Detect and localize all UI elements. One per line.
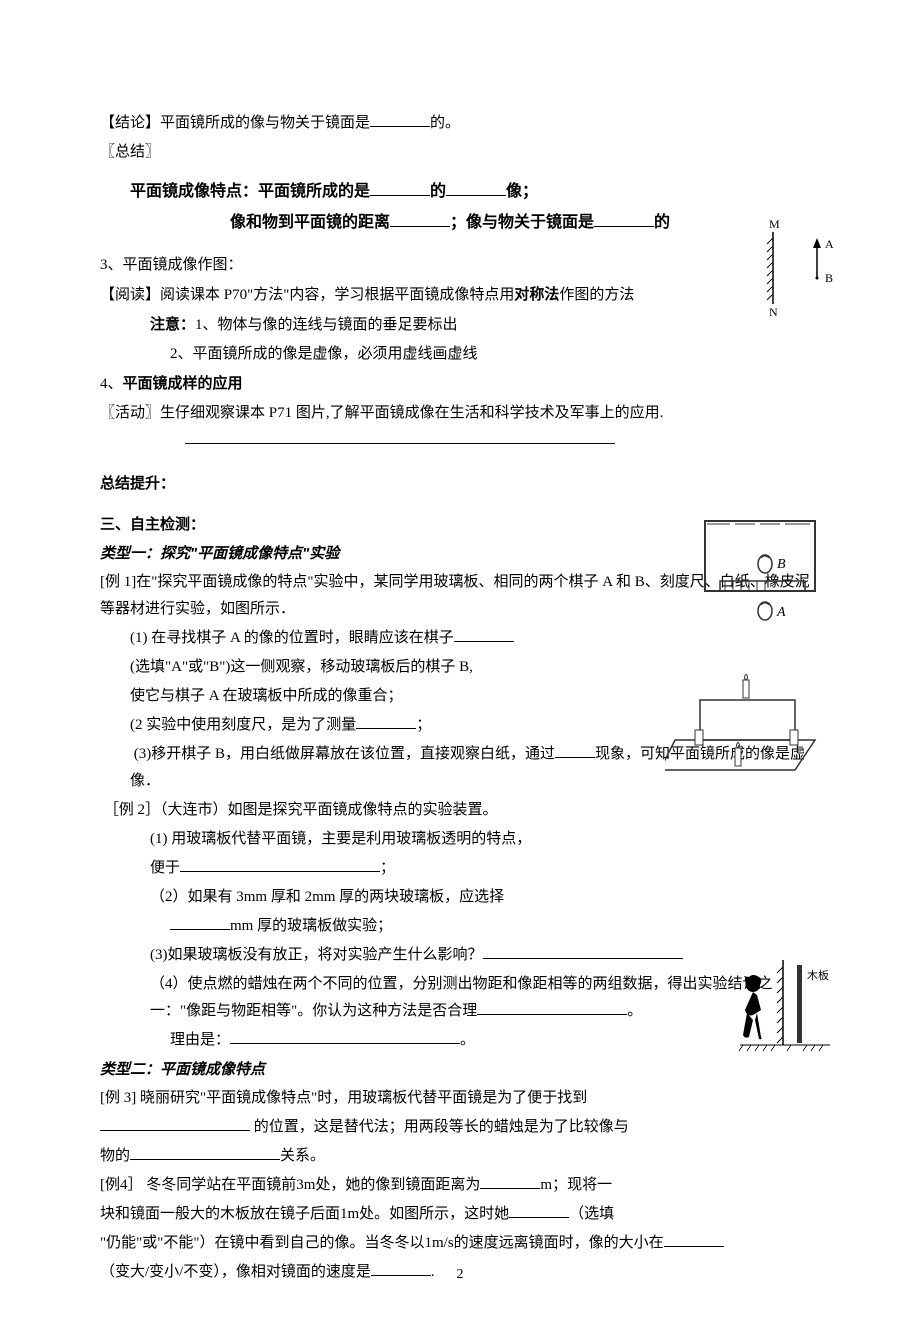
label-n: N — [769, 305, 778, 318]
underline — [185, 443, 615, 444]
blank — [370, 181, 430, 196]
sec3-title: 3、平面镜成像作图： — [100, 252, 820, 279]
summary-label: 〖总结〗 — [100, 139, 820, 166]
blank — [454, 627, 514, 642]
label-a: A — [825, 237, 834, 251]
blank — [480, 1174, 540, 1189]
summary-line1: 平面镜成像特点：平面镜所成的是的像； — [100, 178, 820, 207]
ex4-3: "仍能"或"不能"）在镜中看到自己的像。当冬冬以1m/s的速度远离镜面时，像的大… — [100, 1230, 820, 1257]
ex4: [例4］ 冬冬同学站在平面镜前3m处，她的像到镜面距离为m；现将一 — [100, 1172, 820, 1199]
mirror-diagram: M N A B — [755, 218, 835, 318]
page-number: 2 — [457, 1262, 464, 1287]
blank — [664, 1232, 724, 1247]
upgrade-title: 总结提升： — [100, 470, 820, 497]
blank — [390, 212, 450, 227]
ex1-q1: (1) 在寻找棋子 A 的像的位置时，眼睛应该在棋子 — [100, 625, 820, 652]
ex2-q2: （2）如果有 3mm 厚和 2mm 厚的两块玻璃板，应选择 — [100, 884, 820, 911]
label-m: M — [769, 218, 780, 231]
blank — [483, 944, 683, 959]
conclusion-label: 【结论】 — [100, 115, 160, 131]
sec3-note2: 2、平面镜所成的像是虚像，必须用虚线画虚线 — [100, 341, 820, 368]
blank — [230, 1029, 460, 1044]
sec3-read: 【阅读】阅读课本 P70"方法"内容，学习根据平面镜成像特点用对称法作图的方法 — [100, 281, 820, 309]
ex2-q2b: mm 厚的玻璃板做实验； — [100, 913, 820, 940]
ex2-q4-reason: 理由是：。 — [100, 1027, 820, 1054]
blank — [356, 714, 416, 729]
ex3: [例 3] 晓丽研究"平面镜成像特点"时，用玻璃板代替平面镜是为了便于找到 — [100, 1085, 820, 1112]
blank — [555, 743, 595, 758]
chess-experiment-figure: B A — [695, 516, 825, 626]
conclusion-text1: 平面镜所成的像与物关于镜面是 — [160, 115, 370, 131]
conclusion-text2: 的。 — [430, 115, 460, 131]
sec4-title: 4、平面镜成样的应用 — [100, 370, 820, 398]
blank — [509, 1203, 569, 1218]
sec3-note1: 注意：1、物体与像的连线与镜面的垂足要标出 — [100, 311, 820, 339]
candle-experiment-figure — [665, 670, 825, 780]
blank — [170, 915, 230, 930]
summary-line2: 像和物到平面镜的距离；像与物关于镜面是的 — [100, 209, 820, 238]
label-b: B — [825, 271, 833, 285]
sec4-activity: 〖活动〗生仔细观察课本 P71 图片,了解平面镜成像在生活和科学技术及军事上的应… — [100, 400, 820, 427]
svg-text:木板: 木板 — [807, 968, 829, 982]
svg-text:B: B — [777, 557, 786, 572]
ex4-2: 块和镜面一般大的木板放在镜子后面1m处。如图所示，这时她（选填 — [100, 1201, 820, 1228]
ex3-2: 的位置，这是替代法；用两段等长的蜡烛是为了比较像与 — [100, 1114, 820, 1141]
ex2-q1b: 便于； — [100, 855, 820, 882]
ex2-q4: （4）使点燃的蜡烛在两个不同的位置，分别测出物距和像距相等的两组数据，得出实验结… — [100, 971, 820, 1025]
ex2-q1: (1) 用玻璃板代替平面镜，主要是利用玻璃板透明的特点， — [100, 826, 820, 853]
blank — [100, 1116, 250, 1131]
ex3-3: 物的关系。 — [100, 1143, 820, 1170]
blank — [370, 112, 430, 127]
person-mirror-figure: 木板 — [735, 955, 835, 1055]
blank — [180, 857, 380, 872]
conclusion-line: 【结论】平面镜所成的像与物关于镜面是 的。 — [100, 110, 820, 137]
blank — [371, 1261, 431, 1276]
blank — [477, 1000, 627, 1015]
blank — [130, 1145, 280, 1160]
ex2: ［例 2］（大连市）如图是探究平面镜成像特点的实验装置。 — [100, 797, 820, 824]
ex2-q3: (3)如果玻璃板没有放正，将对实验产生什么影响？ — [100, 942, 820, 969]
type2-title: 类型二：平面镜成像特点 — [100, 1056, 820, 1083]
blank — [446, 181, 506, 196]
blank — [594, 212, 654, 227]
svg-text:A: A — [776, 605, 786, 620]
